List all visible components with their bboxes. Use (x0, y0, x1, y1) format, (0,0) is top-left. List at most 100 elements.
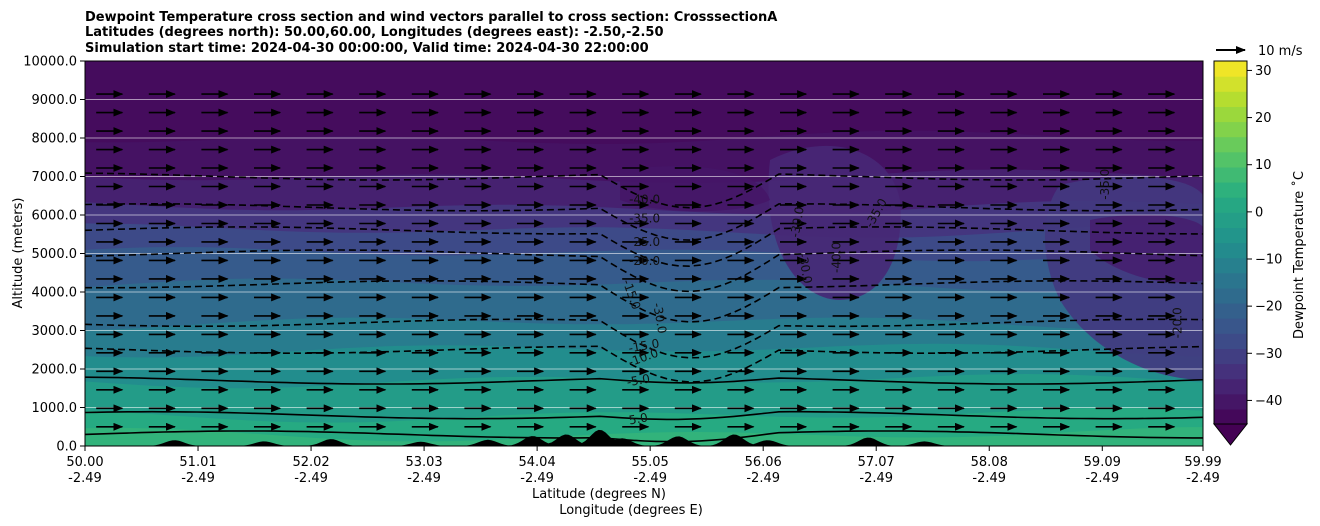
y-tick-label: 1000.0 (32, 401, 78, 416)
dewpoint-contour (85, 280, 1203, 323)
contour-label: -35.0 (629, 212, 660, 226)
colorbar-band (1214, 76, 1247, 92)
colorbar-band (1214, 91, 1247, 107)
colorbar-label: Dewpoint Temperature ˚C (1291, 171, 1307, 339)
quiver-key: 10 m/s (1216, 44, 1303, 59)
colorbar-extend-min (1212, 423, 1249, 446)
x-tick-label-lat: 50.00 (66, 455, 103, 470)
colorbar-tick-label: 30 (1255, 64, 1272, 79)
contour-label: -30.0 (650, 302, 669, 335)
colorbar-band (1214, 257, 1247, 274)
contour-label: -30.0 (796, 252, 815, 285)
x-tick-label-lat: 53.03 (405, 455, 442, 470)
colorbar-band (1214, 212, 1247, 228)
colorbar-tick-label: −40 (1255, 394, 1282, 409)
y-tick-label: 10000.0 (23, 55, 77, 70)
colorbar-band (1214, 408, 1247, 425)
colorbar-band (1214, 227, 1247, 244)
y-tick-label: 4000.0 (32, 286, 78, 301)
colorbar-band (1214, 287, 1247, 304)
colorbar-band (1214, 121, 1247, 138)
dewpoint-contour (85, 410, 1203, 421)
x-tick-label-lon: -2.49 (68, 471, 102, 486)
colorbar-band (1214, 242, 1247, 259)
colorbar-band (1214, 393, 1247, 410)
wind-vectors (96, 90, 1176, 431)
dewpoint-contour (85, 430, 1203, 443)
x-tick-label-lon: -2.49 (1186, 471, 1220, 486)
colorbar-band (1214, 363, 1247, 380)
dewpoint-contour (85, 376, 1203, 385)
x-tick-label-lon: -2.49 (1085, 471, 1119, 486)
contour-label: 5.0 (628, 410, 649, 427)
x-tick-label-lon: -2.49 (520, 471, 554, 486)
x-tick-label-lat: 54.04 (519, 455, 556, 470)
colorbar-band (1214, 378, 1247, 395)
x-tick-label-lat: 58.08 (971, 455, 1008, 470)
x-axis-label-latitude: Latitude (degrees N) (532, 487, 666, 502)
chart-title-line-2: Latitudes (degrees north): 50.00,60.00, … (85, 25, 664, 40)
contour-label: -20.0 (1171, 307, 1185, 338)
x-axis-label-longitude: Longitude (degrees E) (559, 503, 703, 518)
plot-area: -40.0-35.0-25.0-20.0-15.0-30.0-15.0-10.0… (85, 61, 1203, 446)
colorbar-tick-label: −20 (1255, 300, 1282, 315)
colorbar-tick-label: −10 (1255, 253, 1282, 268)
colorbar-band (1214, 106, 1247, 123)
x-tick-label-lon: -2.49 (181, 471, 215, 486)
colorbar-band (1214, 333, 1247, 349)
contour-label: -35.0 (1098, 169, 1112, 200)
colorbar-tick-label: 10 (1255, 158, 1272, 173)
y-tick-label: 7000.0 (32, 170, 78, 185)
colorbar-band (1214, 348, 1247, 365)
y-tick-label: 5000.0 (32, 247, 78, 262)
y-tick-label: 6000.0 (32, 209, 78, 224)
dewpoint-band (85, 427, 1203, 446)
y-tick-label: 3000.0 (32, 324, 78, 339)
terrain (85, 429, 1203, 446)
colorbar-tick-label: 20 (1255, 111, 1272, 126)
y-tick-label: 8000.0 (32, 132, 78, 147)
colorbar-bands (1212, 60, 1249, 446)
colorbar-band (1214, 197, 1247, 213)
x-tick-label-lat: 52.02 (292, 455, 329, 470)
colorbar-band (1214, 303, 1247, 319)
x-tick-label-lat: 51.01 (179, 455, 216, 470)
x-tick-label-lon: -2.49 (859, 471, 893, 486)
dry-air-region (1090, 214, 1203, 283)
contour-label: -25.0 (629, 235, 660, 249)
colorbar-band (1214, 318, 1247, 334)
x-tick-label-lat: 59.09 (1084, 455, 1121, 470)
contour-label: -40.0 (829, 242, 843, 273)
colorbar: −40 −30 −20 −10 0 10 20 30 Dewpoint Temperature… (1212, 60, 1307, 446)
x-axis-ticks: 50.00-2.4951.01-2.4952.02-2.4953.03-2.49… (66, 446, 1222, 486)
terrain-mask (85, 429, 1203, 446)
x-tick-label-lon: -2.49 (746, 471, 780, 486)
x-tick-label-lat: 57.07 (858, 455, 895, 470)
dewpoint-contour (85, 318, 1203, 359)
contour-label: -40.0 (629, 192, 660, 206)
contour-label: -5.0 (626, 372, 651, 390)
x-tick-label-lon: -2.49 (407, 471, 441, 486)
colorbar-band (1214, 166, 1247, 183)
colorbar-band (1214, 272, 1247, 289)
x-tick-label-lat: 59.99 (1184, 455, 1221, 470)
dewpoint-contour (85, 202, 1203, 241)
contour-label: -30.0 (788, 205, 807, 238)
x-tick-label-lat: 55.05 (632, 455, 669, 470)
colorbar-band (1214, 61, 1247, 77)
colorbar-tick-label: −30 (1255, 347, 1282, 362)
contour-label: -20.0 (629, 254, 660, 268)
chart-title-line-3: Simulation start time: 2024-04-30 00:00:… (85, 41, 649, 56)
x-tick-label-lon: -2.49 (972, 471, 1006, 486)
y-tick-label: 9000.0 (32, 93, 78, 108)
y-axis-label: Altitude (meters) (11, 198, 26, 309)
colorbar-frame (1213, 60, 1248, 425)
dewpoint-contour (85, 172, 1203, 209)
colorbar-band (1214, 151, 1247, 168)
colorbar-band (1214, 182, 1247, 198)
quiver-key-label: 10 m/s (1258, 44, 1303, 59)
colorbar-tick-label: 0 (1255, 205, 1263, 220)
y-tick-label: 0.0 (56, 440, 77, 455)
x-tick-label-lon: -2.49 (633, 471, 667, 486)
